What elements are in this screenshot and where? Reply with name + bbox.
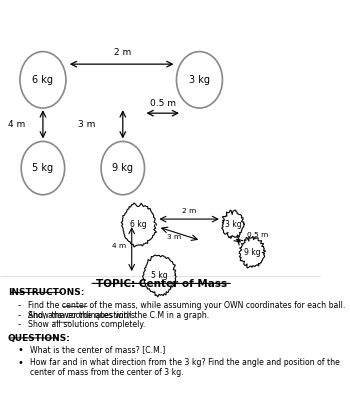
Text: •: • xyxy=(18,357,23,367)
Text: 3 m: 3 m xyxy=(167,235,181,241)
Text: 4 m: 4 m xyxy=(8,120,25,130)
Text: 9 kg: 9 kg xyxy=(244,248,260,257)
Text: Show the coordinates with the C.M in a graph.: Show the coordinates with the C.M in a g… xyxy=(28,311,209,320)
Text: QUESTIONS:: QUESTIONS: xyxy=(8,334,71,343)
Text: 0.5 m: 0.5 m xyxy=(150,99,176,108)
Text: 3 kg: 3 kg xyxy=(189,75,210,85)
Text: How far and in what direction from the 3 kg? Find the angle and position of the : How far and in what direction from the 3… xyxy=(30,357,340,377)
Text: 5 kg: 5 kg xyxy=(151,271,168,280)
Text: -: - xyxy=(18,301,21,310)
Text: 3 kg: 3 kg xyxy=(225,220,241,229)
Text: What is the center of mass? [C.M.]: What is the center of mass? [C.M.] xyxy=(30,345,166,354)
Text: 6 kg: 6 kg xyxy=(131,220,147,229)
Text: 3 m: 3 m xyxy=(78,120,96,130)
Text: INSTRUCTONS:: INSTRUCTONS: xyxy=(8,288,84,297)
Text: TOPIC: Center of Mass: TOPIC: Center of Mass xyxy=(96,279,227,289)
Text: •: • xyxy=(18,345,23,355)
Text: 9 kg: 9 kg xyxy=(112,163,133,173)
Text: 6 kg: 6 kg xyxy=(33,75,54,85)
Text: 4 m: 4 m xyxy=(112,243,127,250)
Text: Find the center of the mass, while assuming your OWN coordinates for each ball. : Find the center of the mass, while assum… xyxy=(28,301,345,320)
Text: 5 kg: 5 kg xyxy=(32,163,54,173)
Text: 2 m: 2 m xyxy=(182,208,196,214)
Text: 0.5 m: 0.5 m xyxy=(247,232,268,238)
Text: -: - xyxy=(18,320,21,329)
Text: 2 m: 2 m xyxy=(113,48,131,57)
Text: Show all solutions completely.: Show all solutions completely. xyxy=(28,320,145,329)
Text: -: - xyxy=(18,311,21,320)
